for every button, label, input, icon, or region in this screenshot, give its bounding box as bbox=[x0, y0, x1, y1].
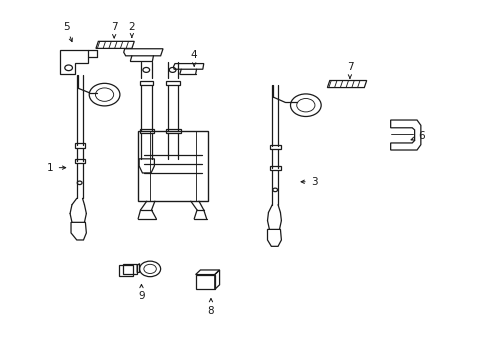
Text: 6: 6 bbox=[410, 131, 424, 141]
Text: 7: 7 bbox=[111, 22, 117, 38]
Bar bbox=[119, 265, 133, 276]
Bar bbox=[166, 129, 181, 134]
Bar bbox=[140, 81, 153, 85]
Bar bbox=[195, 275, 214, 289]
Bar bbox=[270, 166, 280, 171]
Text: 2: 2 bbox=[128, 22, 135, 37]
Bar bbox=[166, 81, 180, 85]
Bar bbox=[75, 159, 85, 163]
Text: 8: 8 bbox=[207, 298, 214, 315]
Bar bbox=[75, 143, 85, 148]
Bar bbox=[138, 131, 207, 201]
Text: 7: 7 bbox=[346, 62, 352, 78]
Text: 9: 9 bbox=[138, 284, 144, 301]
Text: 3: 3 bbox=[301, 177, 317, 187]
Bar bbox=[140, 129, 154, 134]
Bar bbox=[122, 264, 137, 274]
Text: 1: 1 bbox=[47, 163, 65, 173]
Text: 5: 5 bbox=[63, 22, 72, 42]
Text: 4: 4 bbox=[190, 50, 197, 66]
Bar bbox=[270, 145, 280, 149]
